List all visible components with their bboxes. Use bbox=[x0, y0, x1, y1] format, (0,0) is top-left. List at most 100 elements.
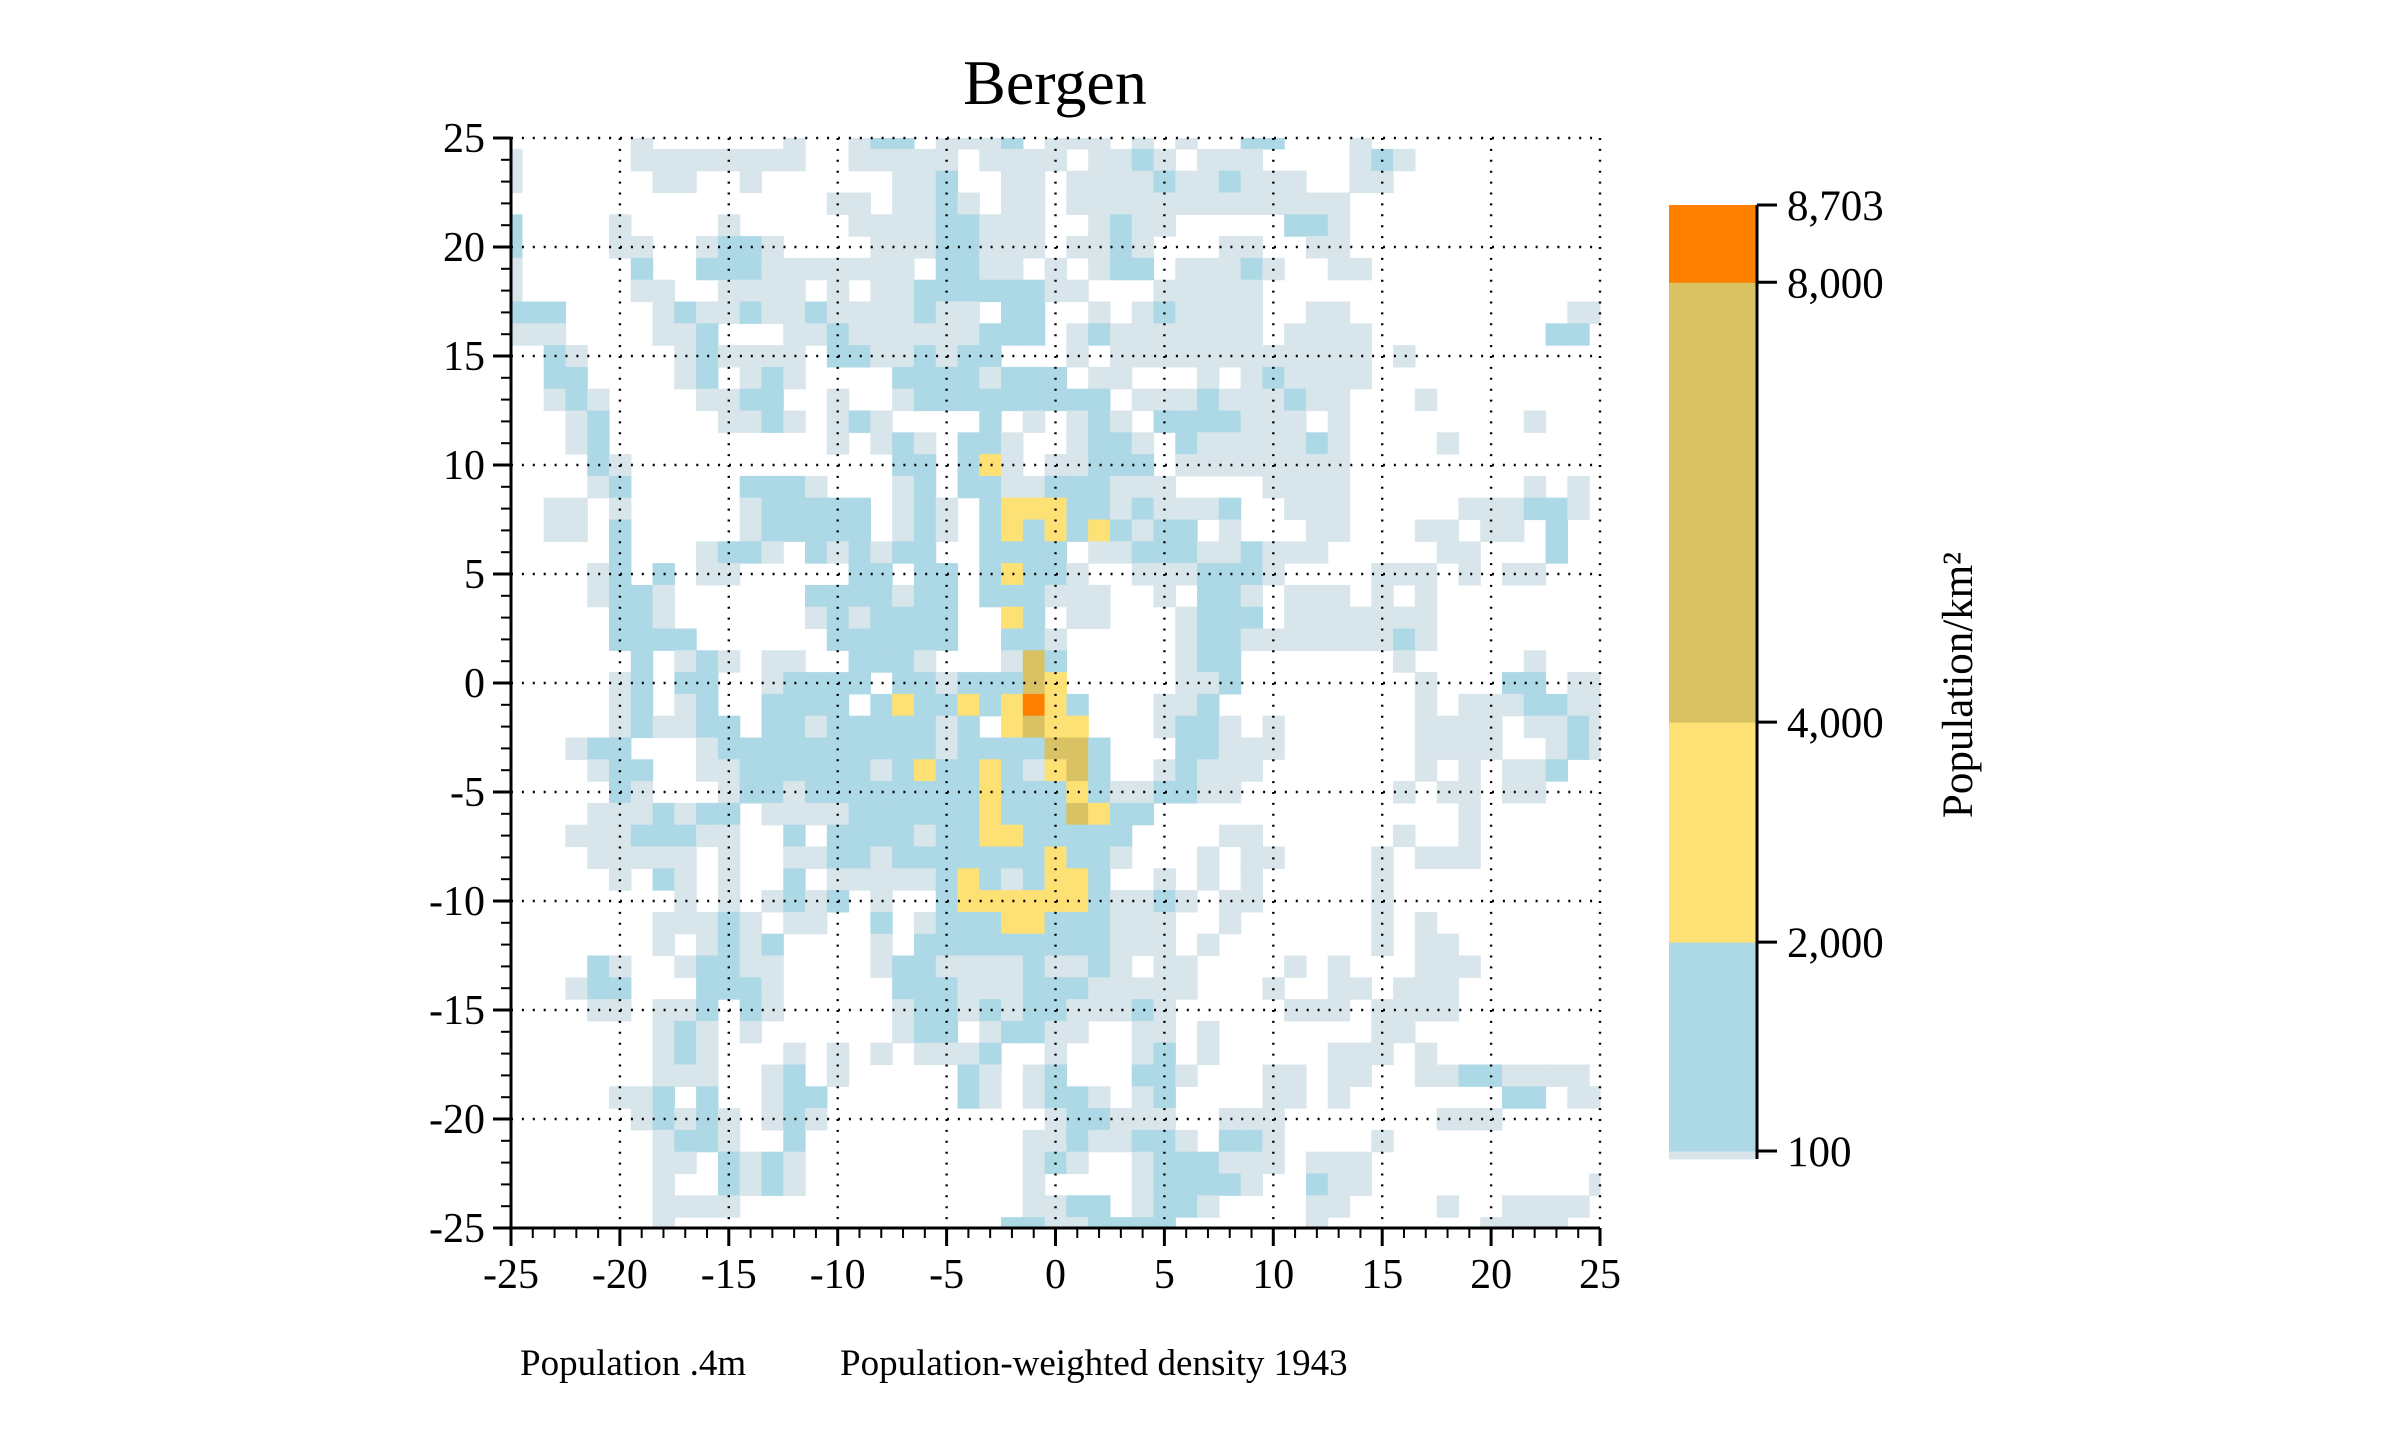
heatmap-cell bbox=[848, 628, 871, 651]
heatmap-cell bbox=[1589, 1173, 1601, 1196]
heatmap-cell bbox=[913, 563, 937, 586]
heatmap-cell bbox=[1088, 497, 1111, 521]
heatmap-cell bbox=[1022, 279, 1046, 303]
heatmap-cell bbox=[1001, 781, 1024, 804]
heatmap-cell bbox=[1327, 323, 1351, 346]
heatmap-cell bbox=[1545, 323, 1568, 346]
heatmap-cell bbox=[848, 148, 871, 172]
heatmap-cell bbox=[870, 933, 893, 957]
heatmap-cell bbox=[957, 693, 980, 717]
heatmap-cell bbox=[1109, 933, 1133, 957]
heatmap-cell bbox=[630, 279, 654, 303]
heatmap-cell bbox=[848, 138, 871, 150]
heatmap-cell bbox=[1305, 192, 1329, 215]
heatmap-cell bbox=[1218, 628, 1242, 651]
heatmap-cell bbox=[1349, 1064, 1372, 1087]
heatmap-cell bbox=[1349, 148, 1372, 172]
heatmap-cell bbox=[1066, 475, 1089, 499]
heatmap-cell bbox=[913, 737, 937, 760]
colorbar-tick-label: 8,000 bbox=[1787, 260, 1884, 307]
heatmap-cell bbox=[1262, 138, 1285, 150]
heatmap-cell bbox=[1327, 1086, 1351, 1109]
heatmap-cell bbox=[1088, 1108, 1111, 1131]
heatmap-cell bbox=[1001, 868, 1024, 891]
heatmap-cell bbox=[1131, 802, 1155, 826]
heatmap-cell bbox=[652, 584, 675, 608]
heatmap-cell bbox=[892, 1020, 915, 1044]
heatmap-cell bbox=[1436, 541, 1460, 564]
heatmap-cell bbox=[1088, 170, 1111, 194]
y-tick-label: -15 bbox=[429, 988, 485, 1034]
heatmap-cell bbox=[1523, 781, 1547, 804]
x-tick-label: -10 bbox=[810, 1252, 866, 1298]
heatmap-cell bbox=[913, 933, 937, 957]
heatmap-cell bbox=[1131, 563, 1155, 586]
x-tick-label: -15 bbox=[701, 1252, 757, 1298]
heatmap-cell bbox=[1197, 868, 1220, 891]
heatmap-cell bbox=[848, 301, 871, 324]
heatmap-cell bbox=[1197, 563, 1220, 586]
heatmap-cell bbox=[1001, 584, 1024, 608]
heatmap-cell bbox=[1523, 650, 1547, 673]
heatmap-cell bbox=[1066, 955, 1089, 978]
heatmap-cell bbox=[1240, 257, 1264, 281]
heatmap-cell bbox=[783, 410, 806, 433]
heatmap-cell bbox=[1305, 606, 1329, 630]
heatmap-cell bbox=[1109, 955, 1133, 978]
heatmap-cell bbox=[957, 737, 980, 760]
heatmap-cell bbox=[1414, 911, 1438, 935]
heatmap-cell bbox=[696, 737, 719, 760]
heatmap-cell bbox=[1523, 1064, 1547, 1087]
heatmap-cell bbox=[1305, 301, 1329, 324]
heatmap-cell bbox=[1327, 388, 1351, 412]
heatmap-cell bbox=[1001, 759, 1024, 782]
heatmap-cell bbox=[696, 955, 719, 978]
heatmap-cell bbox=[913, 541, 937, 564]
heatmap-cell bbox=[1131, 1217, 1155, 1229]
heatmap-cell bbox=[565, 497, 588, 521]
heatmap-cell bbox=[1327, 519, 1351, 542]
heatmap-cell bbox=[696, 541, 719, 564]
heatmap-cell bbox=[783, 650, 806, 673]
heatmap-cell bbox=[1284, 584, 1307, 608]
heatmap-cell bbox=[805, 519, 828, 542]
heatmap-cell bbox=[1327, 1042, 1351, 1066]
heatmap-cell bbox=[1109, 475, 1133, 499]
heatmap-cell bbox=[957, 933, 980, 957]
heatmap-cell bbox=[1305, 345, 1329, 368]
heatmap-cell bbox=[1131, 1064, 1155, 1087]
heatmap-cell bbox=[761, 541, 784, 564]
heatmap-cell bbox=[1501, 1086, 1525, 1109]
heatmap-cell bbox=[1197, 672, 1220, 695]
heatmap-cell bbox=[696, 933, 719, 957]
heatmap-cell bbox=[1022, 759, 1046, 782]
heatmap-cell bbox=[870, 759, 893, 782]
heatmap-cell bbox=[1393, 1020, 1416, 1044]
heatmap-cell bbox=[739, 475, 763, 499]
heatmap-cell bbox=[739, 410, 763, 433]
heatmap-cell bbox=[1131, 138, 1155, 150]
y-tick-label: 10 bbox=[443, 443, 485, 489]
heatmap-cell bbox=[652, 628, 675, 651]
heatmap-cell bbox=[979, 1042, 1002, 1066]
heatmap-cell bbox=[1001, 846, 1024, 869]
heatmap-cell bbox=[739, 301, 763, 324]
heatmap-cell bbox=[1349, 977, 1372, 1000]
heatmap-cell bbox=[913, 214, 937, 237]
heatmap-cell bbox=[805, 1086, 828, 1109]
colorbar: 100 2,000 4,000 8,000 8,703 bbox=[1669, 183, 1884, 1176]
heatmap-cell bbox=[870, 650, 893, 673]
heatmap-cell bbox=[979, 933, 1002, 957]
heatmap-cell bbox=[892, 323, 915, 346]
heatmap-cell bbox=[1197, 1020, 1220, 1044]
heatmap-cell bbox=[1197, 846, 1220, 869]
heatmap-cell bbox=[1175, 138, 1198, 150]
heatmap-cell bbox=[913, 999, 937, 1022]
heatmap-cell bbox=[1567, 1064, 1590, 1087]
heatmap-cell bbox=[1109, 1129, 1133, 1153]
heatmap-cell bbox=[674, 628, 697, 651]
heatmap-cell bbox=[1284, 410, 1307, 433]
heatmap-cell bbox=[1197, 584, 1220, 608]
heatmap-cell bbox=[1218, 781, 1242, 804]
heatmap-cell bbox=[848, 824, 871, 848]
